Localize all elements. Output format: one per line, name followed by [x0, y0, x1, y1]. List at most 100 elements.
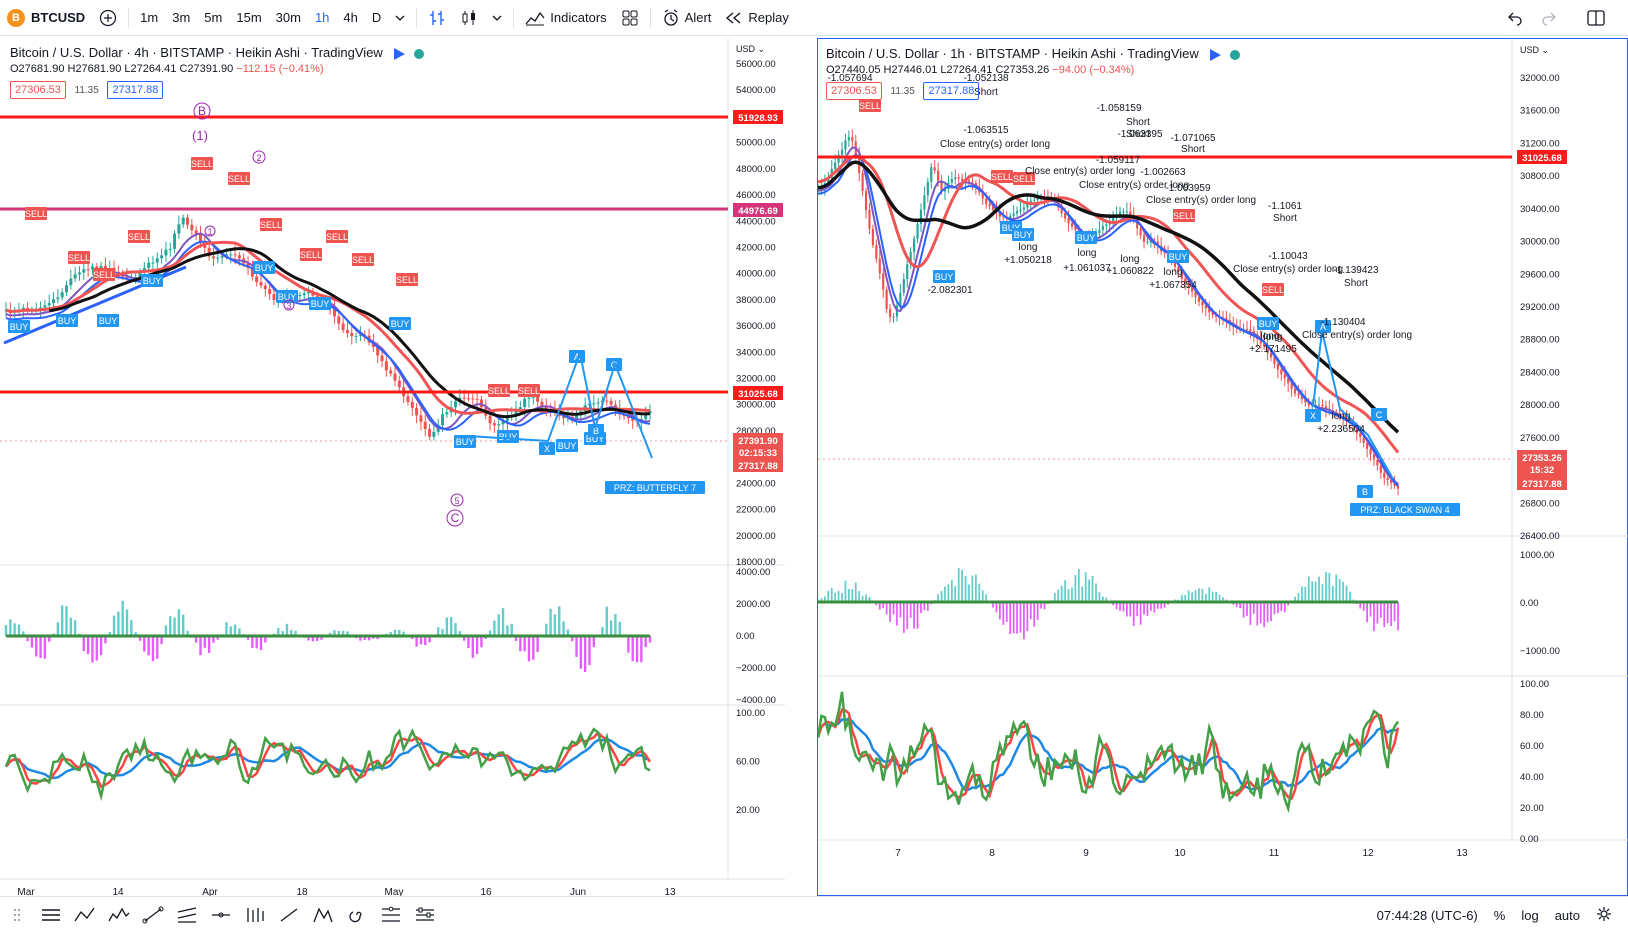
buy-marker-bg — [253, 261, 275, 274]
buy-marker-bg — [556, 439, 578, 452]
candle-body — [354, 335, 358, 337]
undo-button[interactable] — [1506, 0, 1524, 36]
strategy-annotation: -1.063515 — [963, 125, 1008, 136]
timeframe-4h[interactable]: 4h — [343, 10, 358, 25]
candle-body — [371, 342, 375, 347]
candle-body — [827, 178, 830, 184]
redo-button[interactable] — [1540, 0, 1558, 36]
candle-body — [957, 177, 960, 179]
alarm-clock-icon — [664, 8, 678, 26]
candle-body — [1393, 483, 1396, 486]
percent-scale-toggle[interactable]: % — [1493, 908, 1506, 923]
black-swan-pattern-lines — [1312, 330, 1394, 480]
timeframe-1h[interactable]: 1h — [314, 10, 330, 25]
strategy-annotation: Close entry(s) order long — [1146, 195, 1256, 206]
candle-body — [103, 265, 107, 269]
horizontal-ray-icon[interactable] — [204, 901, 238, 929]
rsi-tick-label: 20.00 — [1520, 803, 1544, 814]
timeframe-30m[interactable]: 30m — [275, 10, 301, 25]
bar-style-button[interactable] — [421, 0, 453, 36]
strategy-annotation: long — [1121, 254, 1140, 265]
sell-marker-bg — [300, 248, 322, 261]
sell-marker-bg — [191, 157, 213, 170]
trend-angle-icon[interactable] — [136, 901, 170, 929]
indicators-button[interactable]: Indicators — [518, 0, 613, 36]
candle-body — [1297, 393, 1300, 396]
candle-body — [1211, 312, 1214, 316]
auto-scale-toggle[interactable]: auto — [1554, 908, 1580, 923]
oscillator-blue-line — [818, 716, 1399, 792]
flag-icon[interactable] — [1210, 48, 1222, 61]
candle-body — [1026, 203, 1029, 208]
trend-line-icon[interactable] — [272, 901, 306, 929]
timeframe-d[interactable]: D — [371, 10, 382, 25]
bars-pattern-icon[interactable] — [238, 901, 272, 929]
strategy-annotation: long — [1019, 242, 1038, 253]
candle-body — [1307, 402, 1310, 406]
layout-button[interactable] — [614, 0, 646, 36]
sell-price-chip[interactable]: 27306.53 — [10, 81, 66, 99]
fib-retracement-icon[interactable] — [374, 901, 408, 929]
timeframe-3m[interactable]: 3m — [172, 10, 191, 25]
candle-body — [220, 256, 224, 258]
sell-price-chip[interactable]: 27306.53 — [826, 82, 882, 100]
split-layout-button[interactable] — [1586, 0, 1606, 36]
compare-symbol-button[interactable] — [92, 0, 124, 36]
rsi-tick-label: 40.00 — [1520, 772, 1544, 783]
log-scale-toggle[interactable]: log — [1521, 908, 1539, 923]
right-chart-title[interactable]: Bitcoin / U.S. Dollar · 1h · BITSTAMP · … — [826, 46, 1199, 61]
candle-body — [423, 421, 427, 429]
price-tag-last-bg — [733, 433, 783, 447]
strategy-annotation: -1.002663 — [1140, 167, 1185, 178]
left-chart-pane[interactable]: USD ⌄ 56000.00 54000.00 5 2000.00 50000.00 480… — [0, 38, 785, 896]
chart-type-dropdown[interactable] — [485, 0, 509, 36]
spread-value: 11.35 — [890, 86, 915, 97]
left-ohlc: O27681.90 H27681.90 L27264.41 C27391.90 … — [10, 63, 424, 75]
xabcd-pattern-icon[interactable] — [306, 901, 340, 929]
buy-marker-bg — [933, 270, 955, 283]
clock-time[interactable]: 07:44:28 (UTC-6) — [1376, 908, 1478, 923]
horizontal-lines-icon[interactable] — [34, 901, 68, 929]
timeframe-15m[interactable]: 15m — [236, 10, 262, 25]
candle-body — [95, 266, 99, 269]
parallel-channel-icon[interactable] — [170, 901, 204, 929]
drag-handle-icon[interactable] — [0, 901, 34, 929]
buy-price-chip[interactable]: 27317.88 — [923, 82, 980, 100]
price-tick-label: 56000.00 — [736, 59, 776, 70]
fib-spiral-icon[interactable] — [340, 901, 374, 929]
replay-button[interactable]: Replay — [718, 0, 795, 36]
candle-body — [1287, 378, 1290, 384]
price-tick-label: 36000.00 — [736, 321, 776, 332]
left-chart-title[interactable]: Bitcoin / U.S. Dollar · 4h · BITSTAMP · … — [10, 45, 383, 60]
elliott-wave-icon[interactable] — [102, 901, 136, 929]
left-chart-canvas[interactable]: USD ⌄ 56000.00 54000.00 5 2000.00 50000.00 480… — [0, 38, 785, 896]
time-tick-label: 14 — [112, 887, 124, 896]
candle-style-button[interactable] — [453, 0, 485, 36]
timeframe-dropdown[interactable] — [388, 0, 412, 36]
price-tick-label: 26400.00 — [1520, 531, 1560, 542]
timeframe-1m[interactable]: 1m — [140, 10, 159, 25]
abcd-pattern-icon[interactable] — [68, 901, 102, 929]
candle-body — [1369, 448, 1372, 455]
right-chart-canvas[interactable]: USD ⌄ 32000.00 31600.00 31200.00 30800.00 304… — [818, 39, 1628, 897]
candle-body — [90, 266, 94, 270]
macd-tick-label: 2000.00 — [736, 599, 770, 610]
settings-sliders-icon[interactable] — [408, 901, 442, 929]
sell-marker: SELL — [1173, 211, 1195, 221]
candle-body — [1122, 211, 1125, 213]
strategy-annotation: -1.1061 — [1268, 201, 1302, 212]
symbol-search[interactable]: B BTCUSD — [0, 0, 92, 36]
alert-button[interactable]: Alert — [655, 0, 719, 36]
candle-body — [514, 409, 518, 416]
settings-button[interactable] — [1596, 906, 1612, 925]
buy-price-chip[interactable]: 27317.88 — [107, 81, 164, 99]
butterfly-pattern-lines — [467, 349, 653, 459]
sell-marker-bg — [93, 268, 115, 281]
timeframe-5m[interactable]: 5m — [204, 10, 223, 25]
candle-body — [194, 230, 198, 235]
flag-icon[interactable] — [394, 47, 406, 60]
strategy-annotation: long — [1332, 411, 1351, 422]
plus-circle-icon — [100, 9, 117, 26]
candle-body — [384, 361, 388, 371]
right-chart-pane[interactable]: USD ⌄ 32000.00 31600.00 31200.00 30800.00 304… — [817, 38, 1628, 896]
